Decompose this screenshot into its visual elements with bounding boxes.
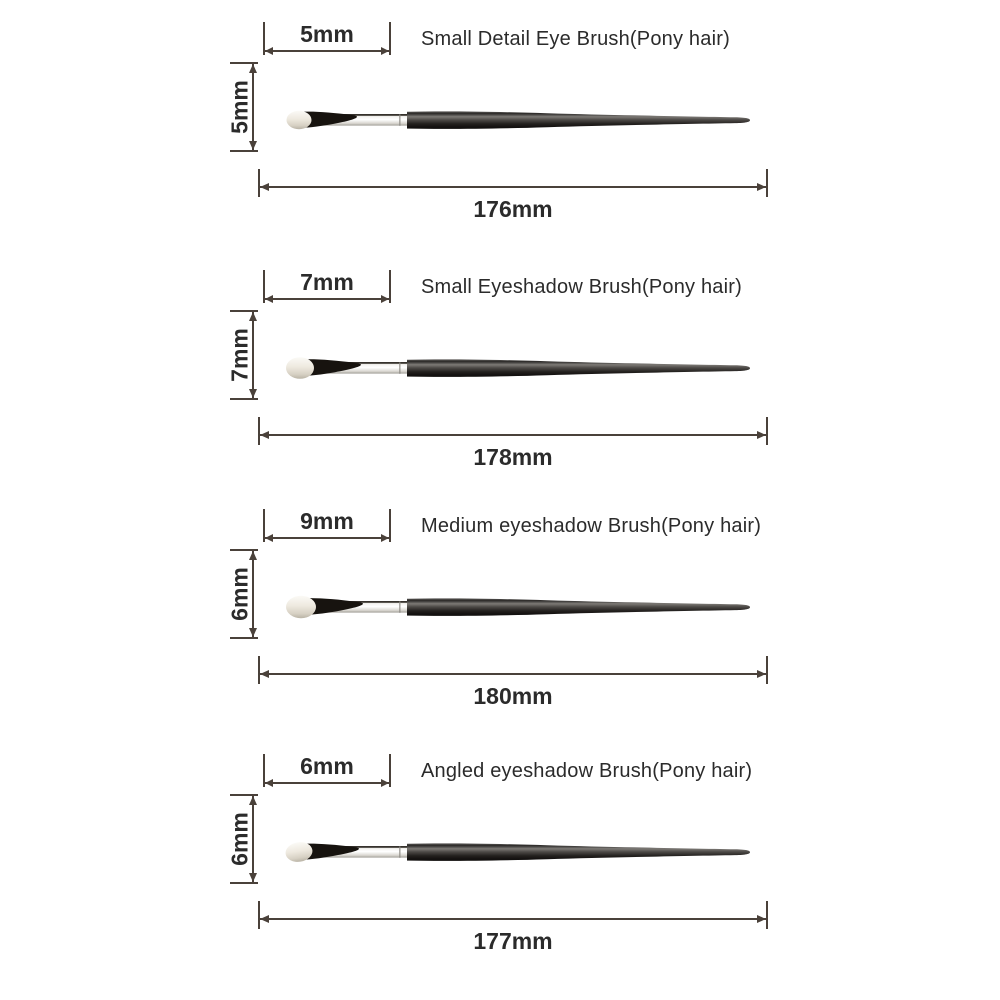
dimension-tick (258, 656, 260, 684)
arrow-left-icon (260, 915, 269, 923)
arrow-down-icon (249, 141, 257, 150)
total-length-label: 176mm (473, 196, 553, 222)
brush-title: Medium eyeshadow Brush(Pony hair) (421, 515, 762, 537)
dimension-line (252, 312, 254, 398)
arrow-right-icon (757, 915, 766, 923)
total-length-dimension (258, 169, 768, 197)
head-width-dimension: 5mm (263, 20, 391, 55)
dimension-tick (263, 22, 265, 55)
head-height-dimension: 7mm (226, 310, 258, 400)
head-width-label: 6mm (300, 752, 354, 779)
arrow-down-icon (249, 628, 257, 637)
dimension-tick (230, 310, 258, 312)
head-width-dimension: 7mm (263, 268, 391, 303)
brush-spec-section-4: 6mm Angled eyeshadow Brush(Pony hair) 6m… (0, 732, 1000, 977)
head-width-dimension: 9mm (263, 507, 391, 542)
head-height-dimension: 5mm (226, 62, 258, 152)
head-width-label: 5mm (300, 20, 354, 47)
brush-spec-section-2: 7mm Small Eyeshadow Brush(Pony hair) 7mm (0, 248, 1000, 493)
head-height-label: 7mm (226, 328, 253, 382)
brush-title: Angled eyeshadow Brush(Pony hair) (421, 760, 753, 782)
dimension-tick (766, 169, 768, 197)
arrow-left-icon (260, 670, 269, 678)
dimension-tick (230, 62, 258, 64)
head-height-label: 6mm (226, 812, 253, 866)
total-length-label: 178mm (473, 444, 553, 470)
dimension-line (265, 298, 389, 300)
arrow-up-icon (249, 796, 257, 805)
dimension-tick (230, 882, 258, 884)
dimension-tick (389, 754, 391, 787)
brush-illustration (286, 595, 750, 619)
arrow-right-icon (381, 47, 389, 55)
head-height-dimension: 6mm (226, 794, 258, 884)
brush-title: Small Detail Eye Brush(Pony hair) (421, 28, 730, 50)
brush-illustration (286, 110, 750, 130)
arrow-down-icon (249, 873, 257, 882)
dimension-tick (258, 169, 260, 197)
dimension-line (260, 673, 766, 675)
dimension-line (260, 434, 766, 436)
dimension-line (260, 918, 766, 920)
arrow-left-icon (260, 183, 269, 191)
dimension-line (252, 796, 254, 882)
arrow-left-icon (265, 47, 273, 55)
arrow-right-icon (381, 295, 389, 303)
arrow-right-icon (381, 534, 389, 542)
brush-illustration (285, 842, 750, 862)
brush-spec-section-1: 5mm Small Detail Eye Brush(Pony hair) 5m… (0, 0, 1000, 245)
dimension-line (252, 551, 254, 637)
arrow-right-icon (381, 779, 389, 787)
arrow-up-icon (249, 312, 257, 321)
dimension-tick (389, 270, 391, 303)
dimension-tick (766, 901, 768, 929)
dimension-tick (389, 22, 391, 55)
dimension-tick (766, 417, 768, 445)
arrow-left-icon (265, 779, 273, 787)
brush-title: Small Eyeshadow Brush(Pony hair) (421, 276, 742, 298)
dimension-tick (230, 637, 258, 639)
dimension-tick (263, 270, 265, 303)
total-length-dimension (258, 656, 768, 684)
dimension-tick (263, 509, 265, 542)
dimension-tick (230, 549, 258, 551)
arrow-right-icon (757, 670, 766, 678)
head-width-dimension: 6mm (263, 752, 391, 787)
dimension-tick (389, 509, 391, 542)
dimension-tick (258, 417, 260, 445)
total-length-label: 177mm (473, 928, 553, 954)
head-height-label: 5mm (226, 80, 253, 134)
head-height-dimension: 6mm (226, 549, 258, 639)
arrow-up-icon (249, 64, 257, 73)
head-width-label: 7mm (300, 268, 354, 295)
arrow-left-icon (265, 295, 273, 303)
dimension-tick (766, 656, 768, 684)
arrow-up-icon (249, 551, 257, 560)
dimension-tick (230, 150, 258, 152)
dimension-tick (230, 794, 258, 796)
arrow-right-icon (757, 183, 766, 191)
total-length-label: 180mm (473, 683, 553, 709)
dimension-line (265, 537, 389, 539)
head-width-label: 9mm (300, 507, 354, 534)
brush-illustration (286, 357, 750, 379)
arrow-right-icon (757, 431, 766, 439)
dimension-line (265, 782, 389, 784)
brush-spec-section-3: 9mm Medium eyeshadow Brush(Pony hair) 6m… (0, 487, 1000, 732)
arrow-down-icon (249, 389, 257, 398)
dimension-tick (263, 754, 265, 787)
head-height-label: 6mm (226, 567, 253, 621)
dimension-tick (258, 901, 260, 929)
total-length-dimension (258, 417, 768, 445)
dimension-line (252, 64, 254, 150)
arrow-left-icon (265, 534, 273, 542)
dimension-tick (230, 398, 258, 400)
dimension-line (265, 50, 389, 52)
dimension-line (260, 186, 766, 188)
arrow-left-icon (260, 431, 269, 439)
total-length-dimension (258, 901, 768, 929)
